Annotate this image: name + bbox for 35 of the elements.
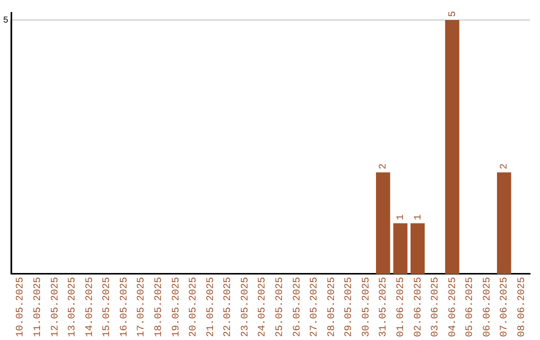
x-tick-label: 07.06.2025 (500, 276, 511, 338)
x-tick-label: 16.05.2025 (119, 276, 130, 338)
x-tick-label: 10.05.2025 (16, 276, 27, 338)
x-tick-label: 04.06.2025 (448, 276, 459, 338)
x-tick-label: 15.05.2025 (102, 276, 114, 338)
x-tick-label: 30.05.2025 (361, 276, 372, 338)
data-label: 1 (396, 214, 407, 220)
x-tick-label: 11.05.2025 (32, 276, 44, 338)
x-tick-label: 29.05.2025 (344, 276, 356, 338)
x-tick-label: 13.05.2025 (68, 276, 79, 338)
x-tick-label: 01.06.2025 (396, 276, 407, 338)
x-tick-label: 23.05.2025 (240, 276, 252, 338)
x-tick-label: 03.06.2025 (430, 276, 442, 338)
data-label: 2 (500, 163, 511, 170)
x-tick-label: 06.06.2025 (482, 276, 494, 338)
x-tick-label: 22.05.2025 (223, 276, 234, 338)
x-tick-label: 19.05.2025 (171, 276, 182, 338)
x-tick-label: 27.05.2025 (310, 276, 321, 338)
x-tick-label: 24.05.2025 (258, 276, 269, 338)
x-tick-label: 18.05.2025 (154, 276, 165, 338)
x-tick-label: 14.05.2025 (84, 276, 96, 338)
x-tick-label: 25.05.2025 (274, 276, 286, 338)
x-tick-label: 08.06.2025 (516, 276, 528, 338)
data-label: 5 (448, 10, 459, 17)
x-tick-label: 17.05.2025 (136, 276, 148, 338)
x-tick-label: 26.05.2025 (292, 276, 304, 338)
x-tick-label: 28.05.2025 (326, 276, 338, 338)
data-label: 1 (413, 214, 424, 220)
data-label: 2 (378, 163, 390, 170)
x-tick-label: 31.05.2025 (378, 276, 390, 338)
x-tick-label: 02.06.2025 (413, 276, 424, 338)
x-tick-label: 12.05.2025 (50, 276, 62, 338)
x-tick-label: 05.06.2025 (465, 276, 476, 338)
x-tick-label: 20.05.2025 (188, 276, 200, 338)
x-tick-label: 21.05.2025 (206, 276, 217, 338)
